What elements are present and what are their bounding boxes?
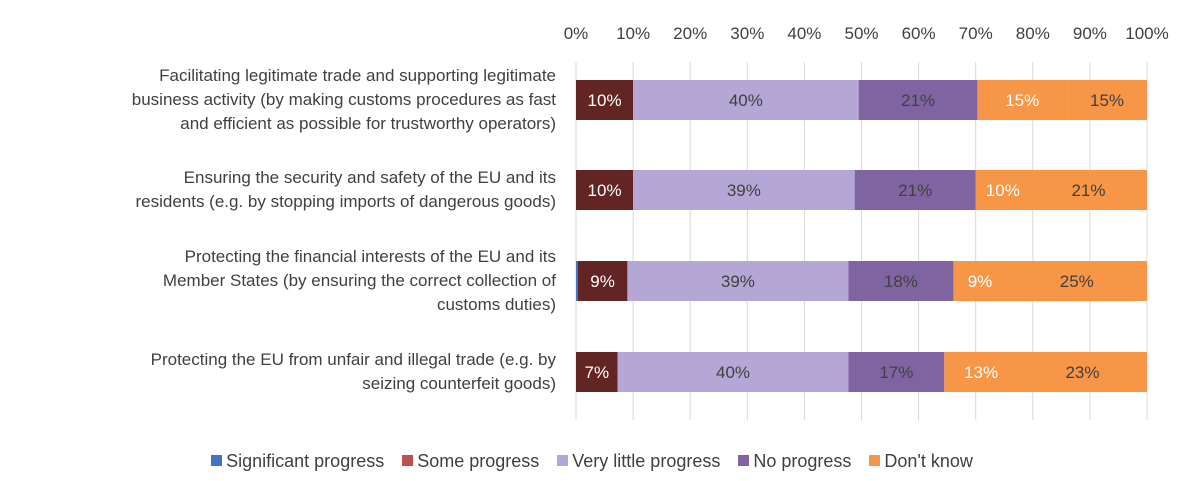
legend: Significant progress Some progress Very li… [0,451,1184,472]
bar-segment [633,170,855,210]
data-label: 40% [716,363,750,382]
data-label: 23% [1065,363,1099,382]
legend-swatch [211,455,223,466]
data-label: 21% [1071,181,1105,200]
data-label: 9% [968,272,993,291]
data-label: 25% [1060,272,1094,291]
bar-segment [1029,170,1147,210]
category-label-line: Member States (by ensuring the correct c… [162,271,556,290]
data-label: 21% [901,91,935,110]
legend-swatch [738,455,750,466]
data-label: 17% [879,363,913,382]
legend-item: Don't know [869,451,973,472]
legend-swatch [869,455,881,466]
x-tick-label: 70% [959,24,993,43]
x-tick-label: 30% [730,24,764,43]
legend-item: Significant progress [211,451,384,472]
x-tick-label: 80% [1016,24,1050,43]
category-label-line: residents (e.g. by stopping imports of d… [135,192,556,211]
legend-label: No progress [753,451,852,471]
data-label: 9% [590,272,615,291]
bar-segment [576,261,578,301]
category-label-line: Facilitating legitimate trade and suppor… [159,66,556,85]
legend-label: Some progress [417,451,540,471]
legend-label: Very little progress [572,451,721,471]
legend-item: Some progress [402,451,539,472]
category-label: Protecting the financial interests of th… [0,245,556,317]
bar-segment [944,352,1018,392]
bar-segment [953,261,1007,301]
bar-segment [848,352,945,392]
x-tick-label: 90% [1073,24,1107,43]
bar-segment [1006,261,1147,301]
data-label: 10% [588,91,622,110]
bar-segment [977,80,1068,120]
data-label: 40% [729,91,763,110]
bar-segment [858,80,978,120]
category-label-line: and efficient as possible for trustworth… [180,114,556,133]
category-label: Ensuring the security and safety of the … [0,166,556,214]
bar-segment [617,352,849,392]
category-label-line: customs duties) [436,295,556,314]
bar-segment [975,170,1030,210]
x-tick-label: 10% [616,24,650,43]
data-label: 10% [986,181,1020,200]
category-label-line: Protecting the financial interests of th… [184,247,556,266]
legend-label: Significant progress [226,451,385,471]
bar-segment [854,170,976,210]
x-tick-label: 20% [673,24,707,43]
data-label: 10% [588,181,622,200]
x-tick-label: 100% [1125,24,1168,43]
data-label: 13% [964,363,998,382]
bar-segment [1067,80,1147,120]
data-label: 39% [721,272,755,291]
bars: 10% 40% 21% 15% 15% 10% 39% 21% 10% 21% 9% 39% 18% 9%… [576,80,1147,392]
category-label-line: Ensuring the security and safety of the … [183,168,556,187]
bar-segment [848,261,954,301]
category-label-line: business activity (by making customs pro… [131,90,556,109]
bar-segment [1017,352,1147,392]
data-label: 39% [727,181,761,200]
x-tick-label: 40% [787,24,821,43]
bar-segment [633,80,859,120]
x-tick-label: 50% [844,24,878,43]
legend-label: Don't know [884,451,973,471]
category-label-line: Protecting the EU from unfair and illega… [150,350,556,369]
bar-segment [576,170,634,210]
legend-item: No progress [738,451,851,472]
bar-segment [577,261,628,301]
data-label: 15% [1005,91,1039,110]
data-label: 15% [1090,91,1124,110]
x-tick-label: 0% [564,24,589,43]
data-label: 7% [585,363,610,382]
category-label: Facilitating legitimate trade and suppor… [0,64,556,136]
data-label: 18% [884,272,918,291]
bar-segment [576,352,618,392]
x-axis-ticks: 0% 10% 20% 30% 40% 50% 60% 70% 80% 90% 100% [564,24,1169,43]
category-label-line: seizing counterfeit goods) [362,374,556,393]
legend-swatch [402,455,414,466]
data-label: 21% [898,181,932,200]
legend-item: Very little progress [557,451,720,472]
legend-swatch [557,455,569,466]
bar-segment [576,80,634,120]
category-label: Protecting the EU from unfair and illega… [0,348,556,396]
x-tick-label: 60% [902,24,936,43]
bar-segment [627,261,849,301]
